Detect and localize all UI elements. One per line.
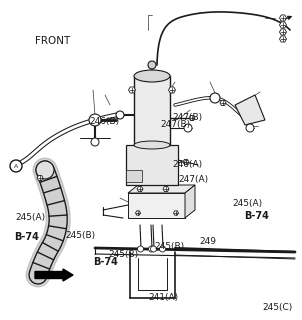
Polygon shape [279,29,287,35]
Text: 245(C): 245(C) [263,303,293,312]
Polygon shape [128,193,185,218]
Polygon shape [183,159,189,164]
Text: B-74: B-74 [14,232,39,242]
FancyArrow shape [35,269,73,281]
Polygon shape [169,87,175,93]
Polygon shape [279,36,287,42]
Circle shape [210,93,220,103]
Text: 247(B): 247(B) [172,113,202,122]
Polygon shape [185,185,195,218]
Polygon shape [220,100,226,106]
Polygon shape [279,15,287,21]
Polygon shape [134,76,170,145]
Polygon shape [128,87,136,93]
Circle shape [10,160,22,172]
Circle shape [246,124,254,132]
Text: 245(A): 245(A) [233,199,263,208]
Circle shape [36,161,54,179]
Text: B-74: B-74 [245,211,269,221]
Polygon shape [174,211,178,215]
Polygon shape [163,187,169,192]
Ellipse shape [134,141,170,149]
Text: 245(B): 245(B) [154,242,184,251]
Polygon shape [37,175,43,180]
Circle shape [89,114,101,126]
Text: 241(A): 241(A) [148,293,178,302]
Polygon shape [126,170,142,182]
Polygon shape [128,185,195,193]
Text: 246(B): 246(B) [89,117,119,126]
Circle shape [91,138,99,146]
Circle shape [150,246,156,252]
Polygon shape [137,187,143,192]
Circle shape [116,111,124,119]
Circle shape [184,124,192,132]
Polygon shape [126,145,178,185]
Ellipse shape [134,70,170,82]
Text: 245(B): 245(B) [109,250,139,259]
Circle shape [149,246,155,252]
Text: A: A [14,164,18,169]
Circle shape [148,61,156,69]
Text: 246(A): 246(A) [172,160,202,169]
Circle shape [137,246,143,252]
Text: 245(B): 245(B) [65,231,95,240]
Text: 249: 249 [199,237,216,246]
Text: B-74: B-74 [94,257,118,268]
Text: 247(A): 247(A) [178,175,208,184]
Text: 247(B): 247(B) [160,120,190,129]
Polygon shape [235,95,265,125]
Polygon shape [136,211,140,215]
Circle shape [159,246,165,252]
Polygon shape [189,116,195,121]
Text: 245(A): 245(A) [15,213,45,222]
Polygon shape [279,22,287,28]
Text: FRONT: FRONT [35,36,70,46]
